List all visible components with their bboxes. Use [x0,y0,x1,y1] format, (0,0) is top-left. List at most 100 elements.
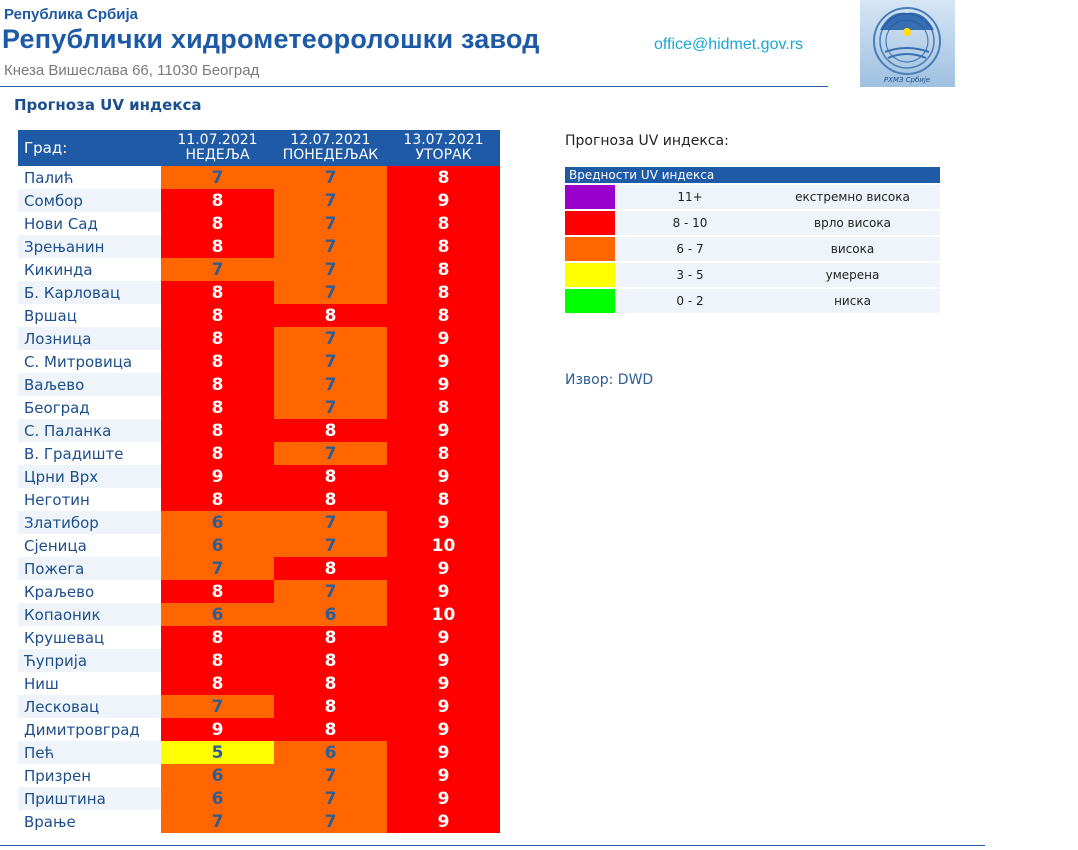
uv-value-cell: 9 [387,373,500,396]
uv-value-cell: 8 [161,327,274,350]
uv-value-cell: 7 [161,258,274,281]
uv-value-cell: 7 [274,764,387,787]
table-row: Лесковац 7 8 9 [18,695,500,718]
uv-value-cell: 6 [274,741,387,764]
uv-value-cell: 7 [274,580,387,603]
uv-value-cell: 8 [274,419,387,442]
legend-range: 0 - 2 [615,287,765,313]
city-name: Златибор [18,511,161,534]
legend-range: 8 - 10 [615,209,765,236]
day-date: 11.07.2021 [177,132,258,148]
city-name: Београд [18,396,161,419]
city-name: Врање [18,810,161,833]
uv-value-cell: 8 [387,166,500,189]
table-row: Нови Сад 8 7 8 [18,212,500,235]
uv-value-cell: 7 [274,281,387,304]
city-name: Палић [18,166,161,189]
legend-row: 0 - 2 ниска [565,287,941,313]
uv-value-cell: 9 [387,810,500,833]
city-name: Копаоник [18,603,161,626]
rhmz-logo: РХМЗ Србије [860,0,955,87]
uv-value-cell: 8 [387,442,500,465]
uv-value-cell: 8 [161,419,274,442]
table-row: Димитровград 9 8 9 [18,718,500,741]
uv-value-cell: 7 [161,810,274,833]
city-name: С. Паланка [18,419,161,442]
table-row: Копаоник 6 6 10 [18,603,500,626]
email-link[interactable]: office@hidmet.gov.rs [654,36,804,53]
day-date: 13.07.2021 [403,132,484,148]
uv-value-cell: 7 [274,373,387,396]
uv-value-cell: 7 [161,695,274,718]
table-row: Црни Врх 9 8 9 [18,465,500,488]
uv-value-cell: 8 [387,281,500,304]
city-name: Ниш [18,672,161,695]
uv-value-cell: 9 [387,695,500,718]
uv-value-cell: 8 [387,396,500,419]
uv-value-cell: 7 [274,350,387,373]
page-title: Прогноза UV индекса [14,96,202,114]
uv-value-cell: 7 [274,258,387,281]
table-row: Палић 7 7 8 [18,166,500,189]
uv-value-cell: 6 [274,603,387,626]
table-header-row: Град: 11.07.2021 НЕДЕЉА 12.07.2021 ПОНЕДЕЉ… [18,130,500,166]
uv-legend-table: Вредности UV индекса 11+ екстремно висока… [565,167,941,313]
uv-value-cell: 9 [387,787,500,810]
city-name: Сомбор [18,189,161,212]
uv-value-cell: 7 [274,534,387,557]
city-name: Зрењанин [18,235,161,258]
uv-value-cell: 7 [274,189,387,212]
city-name: В. Градиште [18,442,161,465]
legend-swatch [565,209,615,236]
city-name: Ћуприја [18,649,161,672]
table-row: Сомбор 8 7 9 [18,189,500,212]
uv-value-cell: 7 [274,166,387,189]
day-name: ПОНЕДЕЉАК [282,147,379,163]
uv-value-cell: 10 [387,534,500,557]
table-row: Б. Карловац 8 7 8 [18,281,500,304]
city-name: Б. Карловац [18,281,161,304]
table-row: В. Градиште 8 7 8 [18,442,500,465]
city-name: Краљево [18,580,161,603]
uv-value-cell: 8 [161,442,274,465]
legend-label: ниска [765,287,941,313]
city-name: Пећ [18,741,161,764]
uv-value-cell: 9 [387,327,500,350]
uv-value-cell: 9 [387,741,500,764]
table-row: Београд 8 7 8 [18,396,500,419]
legend-row: 3 - 5 умерена [565,261,941,288]
city-name: Пожега [18,557,161,580]
uv-value-cell: 7 [161,166,274,189]
city-name: Сјеница [18,534,161,557]
legend-range: 3 - 5 [615,261,765,288]
uv-value-cell: 8 [161,350,274,373]
day-column-header: 12.07.2021 ПОНЕДЕЉАК [274,130,387,166]
city-name: Неготин [18,488,161,511]
uv-value-cell: 8 [387,235,500,258]
uv-value-cell: 8 [387,212,500,235]
city-name: Крушевац [18,626,161,649]
uv-value-cell: 8 [274,718,387,741]
uv-value-cell: 5 [161,741,274,764]
uv-value-cell: 9 [387,419,500,442]
uv-value-cell: 8 [161,580,274,603]
uv-value-cell: 9 [387,465,500,488]
city-name: Вршац [18,304,161,327]
legend-label: умерена [765,261,941,288]
uv-value-cell: 8 [274,557,387,580]
table-row: Приштина 6 7 9 [18,787,500,810]
institution-name: Републички хидрометеоролошки завод [2,24,540,54]
data-source: Извор: DWD [565,372,654,388]
legend-swatch [565,261,615,288]
legend-swatch [565,287,615,313]
uv-value-cell: 7 [274,396,387,419]
header-divider [0,86,828,87]
uv-value-cell: 8 [161,304,274,327]
uv-value-cell: 6 [161,511,274,534]
city-name: Димитровград [18,718,161,741]
uv-value-cell: 8 [274,465,387,488]
table-row: Врање 7 7 9 [18,810,500,833]
day-name: НЕДЕЉА [185,147,250,163]
uv-value-cell: 8 [161,626,274,649]
logo-text: РХМЗ Србије [884,76,930,84]
